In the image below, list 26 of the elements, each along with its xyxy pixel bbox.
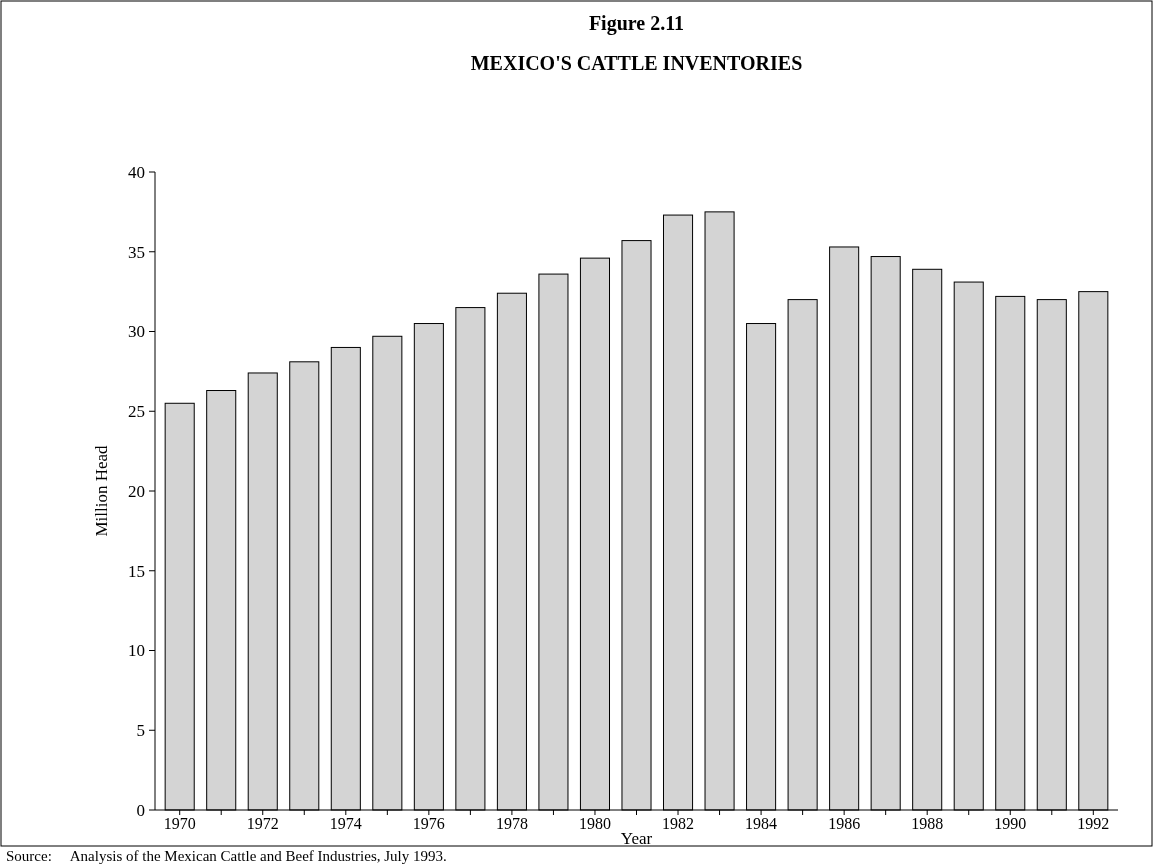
x-tick-label: 1972	[246, 815, 279, 832]
x-tick-label: 1980	[578, 815, 611, 832]
x-tick-label: 1992	[1077, 815, 1110, 832]
y-tick-label: 35	[128, 242, 145, 262]
y-tick-label: 30	[128, 322, 145, 342]
x-tick-label: 1986	[828, 815, 861, 832]
y-tick-label: 10	[128, 641, 145, 661]
x-tick-label: 1984	[745, 815, 778, 832]
source-note: Source: Analysis of the Mexican Cattle and Beef Industries, July 1993.	[6, 848, 447, 864]
y-tick-label: 20	[128, 481, 145, 501]
x-tick-label: 1970	[163, 815, 196, 832]
chart-subtitle: MEXICO'S CATTLE INVENTORIES	[470, 52, 803, 74]
y-tick-label: 15	[128, 561, 145, 581]
x-tick-label: 1990	[994, 815, 1027, 832]
chart-title: Figure 2.11	[588, 12, 685, 35]
x-tick-label: 1976	[412, 815, 445, 832]
y-tick-label: 40	[128, 162, 145, 182]
y-tick-label: 25	[128, 402, 145, 422]
x-tick-label: 1978	[495, 815, 528, 832]
x-axis-title: Year	[620, 829, 653, 848]
y-tick-label: 0	[136, 800, 145, 820]
x-tick-label: 1974	[329, 815, 362, 832]
y-axis-title: Million Head	[92, 444, 111, 537]
x-tick-label: 1988	[911, 815, 944, 832]
y-tick-label: 5	[136, 721, 145, 741]
x-tick-label: 1982	[662, 815, 695, 832]
